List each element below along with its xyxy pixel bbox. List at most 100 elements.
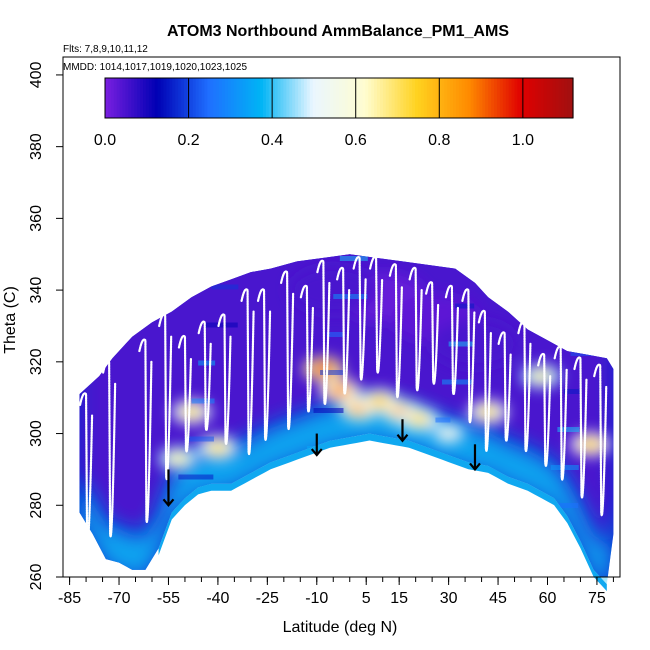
colorbar-swatch-78 bbox=[333, 78, 337, 118]
heat-band-12 bbox=[570, 351, 603, 356]
colorbar-swatch-155 bbox=[558, 78, 562, 118]
colorbar-swatch-127 bbox=[476, 78, 480, 118]
colorbar: 0.0 0.2 0.4 0.6 0.8 1.0 bbox=[94, 77, 574, 149]
y-tick-label: 320 bbox=[28, 348, 45, 375]
x-tick-label: -25 bbox=[256, 590, 279, 607]
flight-profile-9 bbox=[280, 270, 295, 430]
colorbar-swatch-121 bbox=[458, 78, 463, 118]
colorbar-swatch-34 bbox=[204, 78, 208, 118]
y-tick-label: 280 bbox=[28, 492, 45, 519]
colorbar-swatch-7 bbox=[125, 78, 129, 118]
flight-profile-22 bbox=[517, 320, 532, 453]
colorbar-swatch-74 bbox=[321, 78, 325, 118]
colorbar-swatch-6 bbox=[122, 78, 127, 118]
colorbar-swatch-91 bbox=[371, 78, 375, 118]
colorbar-swatch-101 bbox=[400, 78, 404, 118]
heat-band-26 bbox=[300, 484, 321, 489]
hotspot-7 bbox=[206, 440, 229, 455]
flight-profile-8 bbox=[256, 288, 272, 441]
colorbar-outline bbox=[104, 77, 574, 119]
heat-band-1 bbox=[218, 247, 239, 252]
flight-profile-17 bbox=[425, 281, 440, 385]
colorbar-swatch-5 bbox=[119, 78, 124, 118]
flight-profile-23 bbox=[537, 352, 552, 467]
colorbar-swatch-130 bbox=[485, 78, 489, 118]
colorbar-swatch-38 bbox=[216, 78, 220, 118]
colorbar-swatch-3 bbox=[113, 78, 118, 118]
bottom-edge-fill bbox=[158, 433, 607, 592]
colorbar-tick-label: 0.8 bbox=[428, 132, 450, 149]
colorbar-swatch-147 bbox=[534, 78, 539, 118]
heat-band-33 bbox=[165, 550, 191, 556]
colorbar-tick-label: 0.0 bbox=[94, 132, 116, 149]
colorbar-swatch-142 bbox=[520, 78, 524, 118]
colorbar-swatch-87 bbox=[359, 78, 363, 118]
colorbar-swatch-73 bbox=[318, 78, 323, 118]
flight-profile-14 bbox=[369, 256, 384, 374]
colorbar-swatch-59 bbox=[277, 78, 282, 118]
hotspot-5 bbox=[407, 412, 430, 427]
colorbar-swatch-88 bbox=[362, 78, 366, 118]
colorbar-swatch-13 bbox=[143, 78, 147, 118]
colorbar-tick-label: 0.6 bbox=[345, 132, 367, 149]
colorbar-swatch-77 bbox=[330, 78, 334, 118]
colorbar-swatch-39 bbox=[219, 78, 223, 118]
x-tick-label: 60 bbox=[539, 590, 557, 607]
colorbar-swatch-68 bbox=[303, 78, 308, 118]
colorbar-swatch-113 bbox=[435, 78, 440, 118]
colorbar-swatch-119 bbox=[453, 78, 457, 118]
colorbar-swatch-79 bbox=[336, 78, 340, 118]
colorbar-swatch-125 bbox=[470, 78, 475, 118]
x-tick-label: -40 bbox=[206, 590, 229, 607]
y-tick-label: 400 bbox=[28, 61, 45, 88]
colorbar-swatch-107 bbox=[417, 78, 422, 118]
colorbar-swatch-46 bbox=[239, 78, 244, 118]
heat-band-18 bbox=[313, 408, 344, 413]
colorbar-swatch-158 bbox=[567, 78, 571, 118]
colorbar-swatch-93 bbox=[377, 78, 381, 118]
colorbar-swatch-143 bbox=[523, 78, 527, 118]
colorbar-swatch-69 bbox=[306, 78, 311, 118]
colorbar-swatch-45 bbox=[236, 78, 241, 118]
heat-band-6 bbox=[333, 294, 368, 299]
colorbar-swatch-117 bbox=[447, 78, 451, 118]
colorbar-swatch-36 bbox=[210, 78, 214, 118]
colorbar-swatch-137 bbox=[505, 78, 510, 118]
colorbar-swatch-8 bbox=[128, 78, 132, 118]
colorbar-swatch-131 bbox=[488, 78, 492, 118]
colorbar-swatch-97 bbox=[388, 78, 393, 118]
down-arrow-icon-1 bbox=[310, 433, 323, 457]
colorbar-swatch-150 bbox=[543, 78, 548, 118]
down-arrow-icon-2 bbox=[396, 419, 409, 443]
flight-profile-3 bbox=[158, 313, 173, 480]
colorbar-swatch-76 bbox=[327, 78, 331, 118]
colorbar-swatch-16 bbox=[151, 78, 156, 118]
heat-band-21 bbox=[184, 436, 214, 442]
colorbar-swatch-134 bbox=[496, 78, 501, 118]
x-tick-label: 30 bbox=[440, 590, 458, 607]
colorbar-swatch-40 bbox=[222, 78, 226, 118]
colorbar-swatch-17 bbox=[154, 78, 159, 118]
y-tick-label: 360 bbox=[28, 205, 45, 232]
heat-band-20 bbox=[557, 427, 580, 432]
colorbar-swatch-75 bbox=[324, 78, 328, 118]
colorbar-swatch-123 bbox=[464, 78, 469, 118]
colorbar-swatch-27 bbox=[183, 78, 188, 118]
colorbar-swatch-80 bbox=[339, 78, 343, 118]
colorbar-swatch-30 bbox=[192, 78, 197, 118]
colorbar-swatch-35 bbox=[207, 78, 211, 118]
colorbar-swatch-148 bbox=[537, 78, 542, 118]
colorbar-swatch-151 bbox=[546, 78, 551, 118]
hotspot-8 bbox=[167, 451, 190, 466]
colorbar-swatch-61 bbox=[283, 78, 287, 118]
colorbar-tick-label: 1.0 bbox=[512, 132, 534, 149]
cold-region-2 bbox=[289, 266, 378, 315]
x-tick-label: -85 bbox=[58, 590, 81, 607]
heat-band-14 bbox=[320, 370, 345, 375]
flight-profile-26 bbox=[593, 363, 608, 517]
colorbar-swatch-65 bbox=[295, 78, 299, 118]
colorbar-swatch-100 bbox=[397, 78, 402, 118]
colorbar-swatch-136 bbox=[502, 78, 507, 118]
heat-band-7 bbox=[455, 303, 475, 309]
colorbar-swatch-54 bbox=[262, 78, 267, 118]
